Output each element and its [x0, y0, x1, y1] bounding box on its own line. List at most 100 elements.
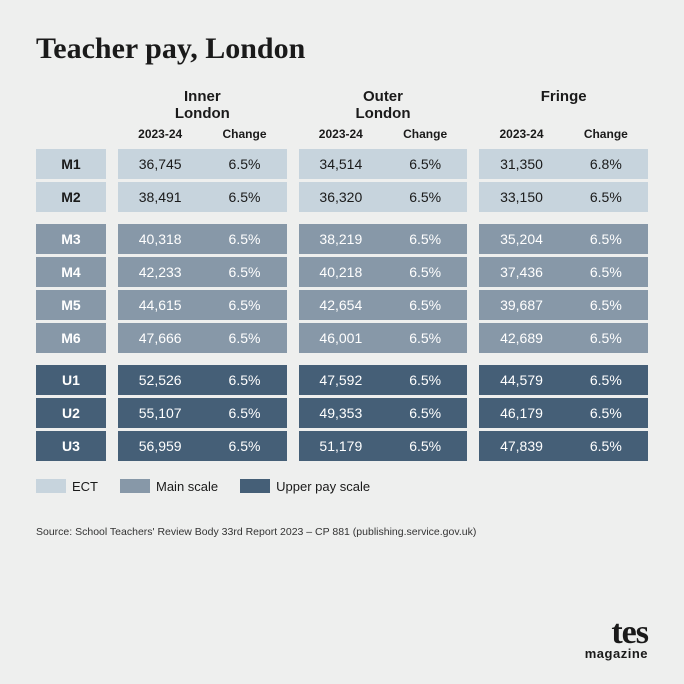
table-row: U356,9596.5%51,1796.5%47,8396.5% [36, 431, 648, 461]
row-label: U2 [36, 398, 106, 428]
cell-block: 33,1506.5% [479, 182, 648, 212]
cell-block: 39,6876.5% [479, 290, 648, 320]
cell-value: 39,687 [479, 290, 563, 320]
row-label: M1 [36, 149, 106, 179]
row-label: M6 [36, 323, 106, 353]
cell-value: 34,514 [299, 149, 383, 179]
subcol-year: 2023-24 [118, 127, 202, 141]
cell-block: 35,2046.5% [479, 224, 648, 254]
cell-block: 47,8396.5% [479, 431, 648, 461]
cell-value: 44,579 [479, 365, 563, 395]
cell-block: 31,3506.8% [479, 149, 648, 179]
row-label: M3 [36, 224, 106, 254]
cell-value: 35,204 [479, 224, 563, 254]
table-row: U255,1076.5%49,3536.5%46,1796.5% [36, 398, 648, 428]
cell-value: 55,107 [118, 398, 202, 428]
header-spacer [36, 88, 106, 123]
cell-change: 6.5% [202, 365, 286, 395]
page-title: Teacher pay, London [36, 32, 648, 66]
cell-change: 6.5% [564, 431, 648, 461]
cell-change: 6.5% [383, 290, 467, 320]
cell-value: 42,233 [118, 257, 202, 287]
cell-block: 44,6156.5% [118, 290, 287, 320]
cell-block: 46,1796.5% [479, 398, 648, 428]
cell-value: 37,436 [479, 257, 563, 287]
cell-block: 40,3186.5% [118, 224, 287, 254]
cell-block: 38,2196.5% [299, 224, 468, 254]
cell-value: 38,219 [299, 224, 383, 254]
cell-change: 6.5% [383, 398, 467, 428]
legend-main: Main scale [120, 479, 218, 494]
cell-change: 6.5% [564, 182, 648, 212]
row-label: M4 [36, 257, 106, 287]
cell-value: 38,491 [118, 182, 202, 212]
row-label: U3 [36, 431, 106, 461]
cell-block: 40,2186.5% [299, 257, 468, 287]
cell-block: 34,5146.5% [299, 149, 468, 179]
legend: ECT Main scale Upper pay scale [36, 479, 648, 494]
cell-change: 6.5% [202, 149, 286, 179]
cell-block: 42,2336.5% [118, 257, 287, 287]
subcol-change: Change [564, 127, 648, 141]
cell-value: 36,745 [118, 149, 202, 179]
subcol-change: Change [383, 127, 467, 141]
cell-block: 44,5796.5% [479, 365, 648, 395]
cell-change: 6.5% [202, 431, 286, 461]
cell-block: 42,6546.5% [299, 290, 468, 320]
logo-big: tes [585, 618, 648, 649]
table-row: M340,3186.5%38,2196.5%35,2046.5% [36, 224, 648, 254]
table-row: M6 47,6666.5% 46,0016.5% 42,6896.5% [36, 323, 648, 353]
legend-upper: Upper pay scale [240, 479, 370, 494]
cell-change: 6.5% [564, 365, 648, 395]
cell-change: 6.5% [383, 431, 467, 461]
legend-ect: ECT [36, 479, 98, 494]
row-label: M2 [36, 182, 106, 212]
subheader-pair-2: 2023-24 Change [479, 127, 648, 141]
section-ect: M136,7456.5%34,5146.5%31,3506.8%M238,491… [36, 149, 648, 212]
subcol-change: Change [202, 127, 286, 141]
cell-change: 6.5% [383, 365, 467, 395]
cell-value: 56,959 [118, 431, 202, 461]
cell-change: 6.5% [383, 323, 467, 353]
cell-value: 36,320 [299, 182, 383, 212]
legend-label-ect: ECT [72, 479, 98, 494]
cell-block: 56,9596.5% [118, 431, 287, 461]
cell-value: 52,526 [118, 365, 202, 395]
cell-change: 6.5% [202, 224, 286, 254]
cell-block: 47,6666.5% [118, 323, 287, 353]
cell-block: 55,1076.5% [118, 398, 287, 428]
cell-change: 6.5% [383, 257, 467, 287]
cell-change: 6.8% [564, 149, 648, 179]
cell-change: 6.5% [564, 398, 648, 428]
cell-change: 6.5% [202, 257, 286, 287]
cell-value: 40,318 [118, 224, 202, 254]
cell-value: 47,839 [479, 431, 563, 461]
cell-block: 42,6896.5% [479, 323, 648, 353]
subcol-year: 2023-24 [479, 127, 563, 141]
row-label: U1 [36, 365, 106, 395]
cell-block: 46,0016.5% [299, 323, 468, 353]
subheader-pair-1: 2023-24 Change [299, 127, 468, 141]
pay-table: InnerLondon OuterLondon Fringe 2023-24 C… [36, 88, 648, 461]
source-text: Source: School Teachers' Review Body 33r… [36, 526, 648, 538]
logo: tes magazine [585, 618, 648, 660]
region-header-1: OuterLondon [299, 88, 468, 123]
cell-value: 46,001 [299, 323, 383, 353]
cell-value: 42,654 [299, 290, 383, 320]
region-header-2: Fringe [479, 88, 648, 123]
cell-change: 6.5% [202, 398, 286, 428]
cell-block: 52,5266.5% [118, 365, 287, 395]
subheader-pair-0: 2023-24 Change [118, 127, 287, 141]
cell-change: 6.5% [383, 224, 467, 254]
cell-change: 6.5% [202, 182, 286, 212]
cell-change: 6.5% [383, 182, 467, 212]
cell-block: 38,4916.5% [118, 182, 287, 212]
cell-value: 31,350 [479, 149, 563, 179]
logo-small: magazine [585, 648, 648, 660]
table-row: U152,5266.5%47,5926.5%44,5796.5% [36, 365, 648, 395]
cell-change: 6.5% [564, 224, 648, 254]
region-header-row: InnerLondon OuterLondon Fringe [36, 88, 648, 123]
table-row: M238,4916.5%36,3206.5%33,1506.5% [36, 182, 648, 212]
cell-block: 36,7456.5% [118, 149, 287, 179]
cell-block: 49,3536.5% [299, 398, 468, 428]
